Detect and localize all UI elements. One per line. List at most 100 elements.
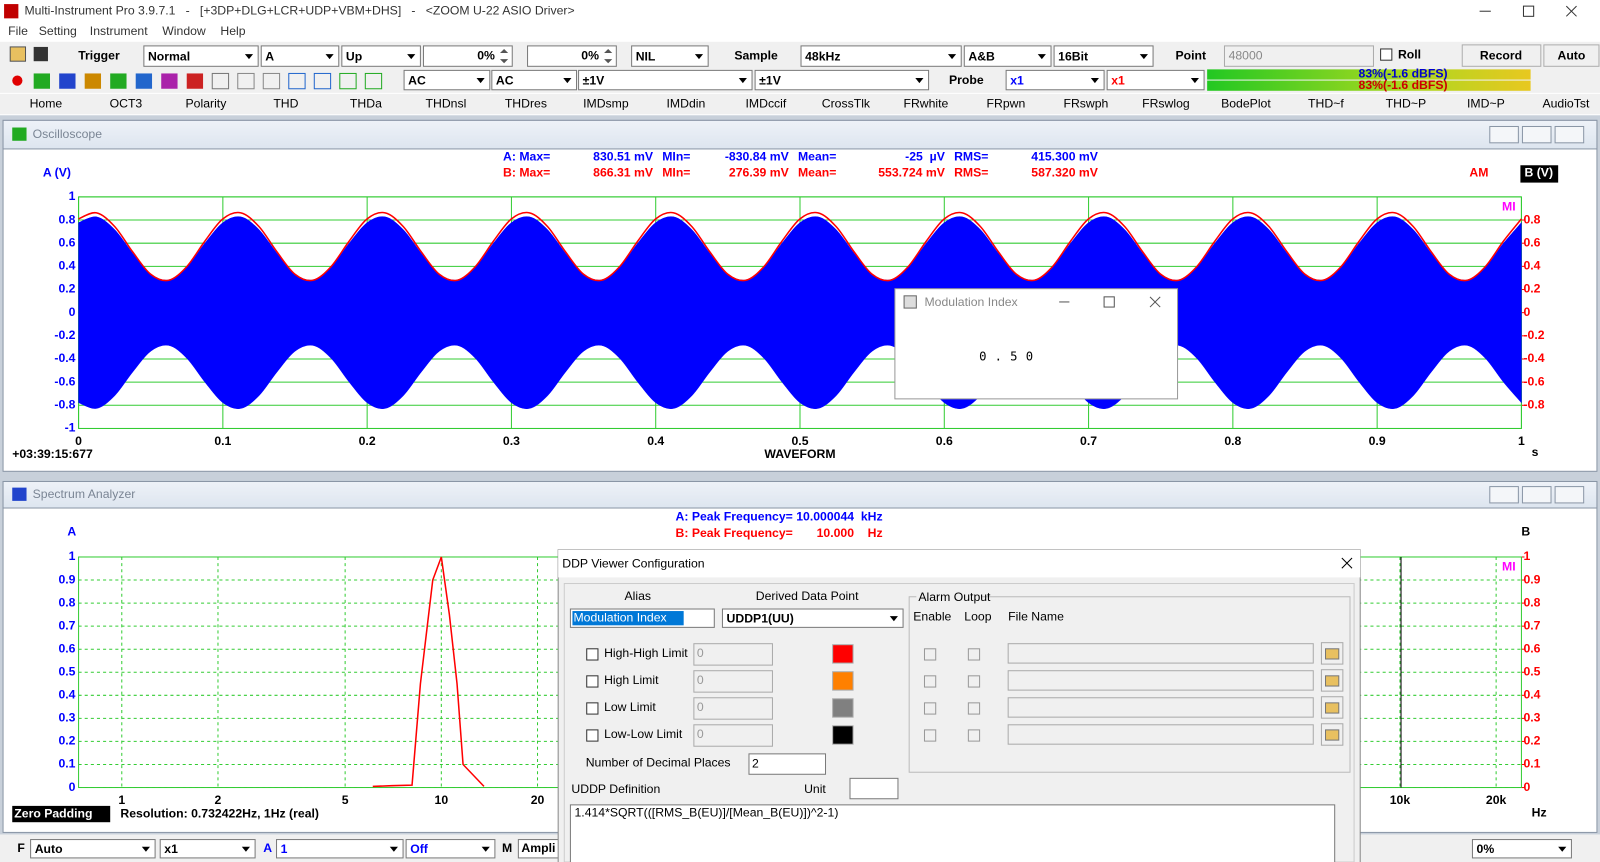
tab[interactable]: THDnsl: [426, 96, 467, 110]
combo-box[interactable]: [159, 839, 256, 859]
tool-icon[interactable]: [161, 73, 178, 89]
tool-icon[interactable]: [186, 73, 204, 89]
tab[interactable]: THDres: [505, 96, 547, 110]
text-input[interactable]: [693, 643, 773, 666]
text-input[interactable]: [693, 670, 773, 693]
combo-box[interactable]: [491, 69, 578, 91]
combo-box[interactable]: [963, 45, 1052, 67]
button[interactable]: [1461, 44, 1542, 67]
open-icon[interactable]: [9, 46, 27, 62]
checkbox[interactable]: [1380, 48, 1393, 61]
restore[interactable]: [1522, 5, 1535, 17]
color-swatch[interactable]: [832, 671, 854, 691]
combo-box[interactable]: [276, 839, 404, 859]
spin-box[interactable]: [527, 45, 617, 67]
window-button[interactable]: [1554, 125, 1585, 144]
combo-box[interactable]: [30, 839, 156, 859]
combo-box[interactable]: [800, 45, 962, 67]
combo-box[interactable]: [1223, 45, 1374, 67]
tab[interactable]: IMDdin: [667, 96, 706, 110]
label[interactable]: Record: [1480, 48, 1522, 62]
tab[interactable]: IMD~P: [1467, 96, 1505, 110]
tab[interactable]: OCT3: [110, 96, 143, 110]
combo-box[interactable]: [405, 839, 496, 859]
menu-item[interactable]: File: [8, 24, 28, 38]
combo-box[interactable]: [260, 45, 340, 67]
tab[interactable]: Home: [30, 96, 63, 110]
checkbox[interactable]: [967, 702, 981, 715]
combo-box[interactable]: [631, 45, 709, 67]
menu-item[interactable]: Setting: [39, 24, 77, 38]
tab[interactable]: FRswph: [1063, 96, 1108, 110]
tool-icon[interactable]: [59, 73, 76, 89]
text-input[interactable]: [1007, 724, 1314, 745]
checkbox[interactable]: [967, 648, 981, 661]
button[interactable]: [1543, 44, 1600, 67]
tab[interactable]: Polarity: [186, 96, 228, 110]
text-area[interactable]: [569, 804, 1336, 862]
text-input[interactable]: [693, 724, 773, 747]
checkbox[interactable]: [967, 675, 981, 688]
text-input[interactable]: [748, 753, 827, 775]
combo-box[interactable]: [143, 45, 259, 67]
tab[interactable]: THD: [273, 96, 298, 110]
tab[interactable]: FRwhite: [903, 96, 948, 110]
menu-item[interactable]: Help: [220, 24, 245, 38]
tab[interactable]: THDa: [350, 96, 382, 110]
combo-box[interactable]: [403, 69, 491, 91]
save-icon[interactable]: [33, 46, 48, 62]
tool-icon[interactable]: [135, 73, 153, 89]
tool-icon[interactable]: [262, 72, 281, 90]
tool-icon[interactable]: [288, 72, 306, 90]
window-button[interactable]: [1554, 486, 1585, 504]
tab[interactable]: FRswlog: [1142, 96, 1190, 110]
combo-box[interactable]: [341, 45, 421, 67]
tool-icon[interactable]: [339, 72, 357, 90]
checkbox[interactable]: [967, 729, 981, 742]
tab[interactable]: IMDsmp: [583, 96, 629, 110]
label[interactable]: Auto: [1557, 48, 1585, 62]
tab[interactable]: AudioTst: [1542, 96, 1590, 110]
combo-box[interactable]: [721, 608, 904, 628]
maximize[interactable]: [1103, 296, 1115, 308]
checkbox[interactable]: [923, 675, 937, 688]
checkbox[interactable]: [923, 648, 937, 661]
spin-box[interactable]: [422, 45, 513, 67]
checkbox[interactable]: [923, 729, 937, 742]
combo-box[interactable]: [578, 69, 753, 91]
color-swatch[interactable]: [832, 698, 854, 718]
tab[interactable]: FRpwn: [987, 96, 1026, 110]
tab[interactable]: THD~P: [1386, 96, 1426, 110]
checkbox[interactable]: [923, 702, 937, 715]
window-button[interactable]: [1521, 125, 1552, 144]
combo-box[interactable]: [754, 69, 930, 91]
tab[interactable]: THD~f: [1308, 96, 1344, 110]
text-input[interactable]: [849, 777, 899, 800]
text-input[interactable]: [1007, 643, 1314, 664]
tab[interactable]: BodePlot: [1221, 96, 1271, 110]
window-button[interactable]: [1521, 486, 1552, 504]
tool-icon[interactable]: [211, 72, 230, 90]
tool-icon[interactable]: [84, 73, 102, 89]
text-input[interactable]: [693, 697, 773, 720]
checkbox[interactable]: [586, 702, 599, 715]
tool-icon[interactable]: [364, 72, 383, 90]
checkbox[interactable]: [586, 729, 599, 742]
checkbox[interactable]: [586, 648, 599, 661]
tab[interactable]: CrossTlk: [822, 96, 871, 110]
color-swatch[interactable]: [832, 725, 854, 745]
menu-item[interactable]: Window: [162, 24, 206, 38]
tool-icon[interactable]: [33, 73, 50, 89]
menu-item[interactable]: Instrument: [90, 24, 148, 38]
combo-box[interactable]: [1106, 69, 1205, 91]
tool-icon[interactable]: [313, 72, 332, 90]
text-input[interactable]: [1007, 697, 1314, 718]
tool-icon[interactable]: [110, 73, 127, 89]
checkbox[interactable]: [586, 675, 599, 688]
color-swatch[interactable]: [832, 644, 854, 664]
tab[interactable]: IMDccif: [746, 96, 787, 110]
combo-box[interactable]: [1005, 69, 1105, 91]
window-button[interactable]: [1489, 125, 1519, 144]
combo-box[interactable]: [1053, 45, 1154, 67]
window-button[interactable]: [1489, 486, 1519, 504]
